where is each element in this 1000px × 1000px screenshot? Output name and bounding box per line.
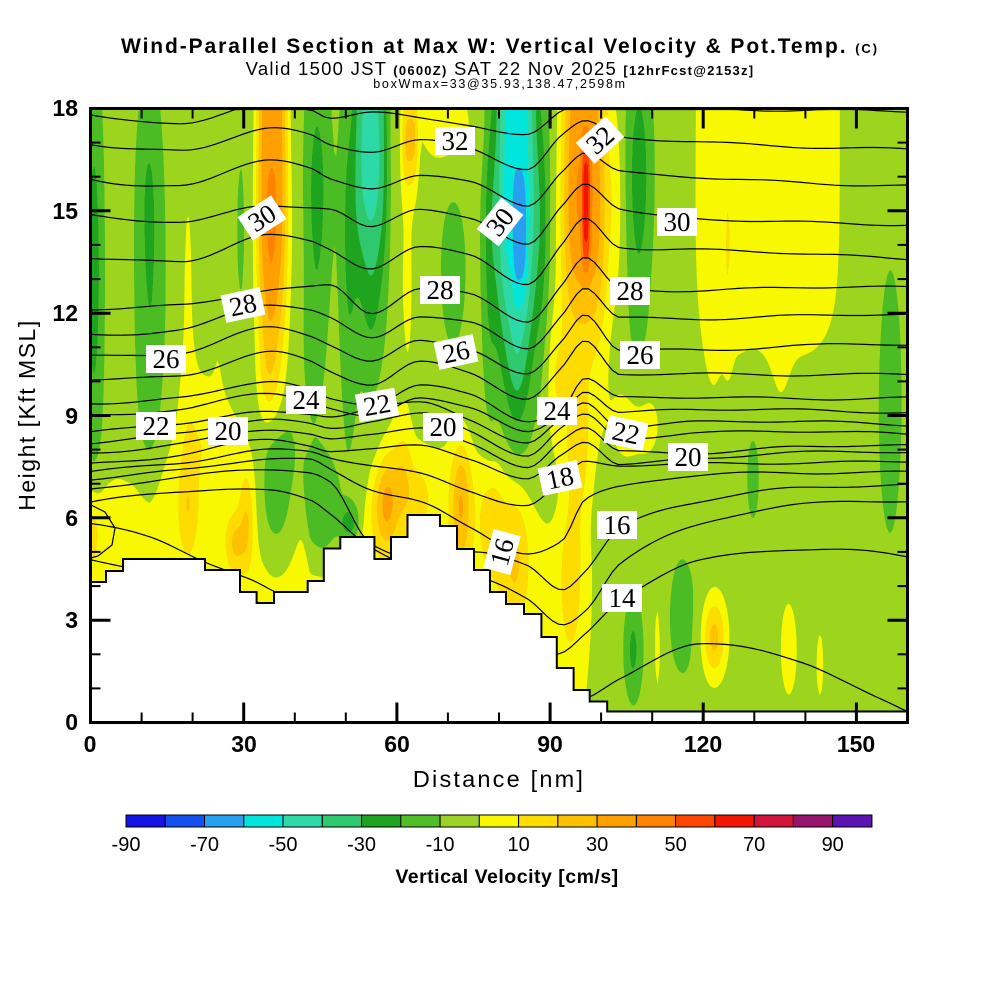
svg-text:6: 6 bbox=[65, 505, 78, 531]
svg-text:-90: -90 bbox=[112, 834, 141, 856]
svg-text:0: 0 bbox=[65, 709, 78, 735]
svg-text:24: 24 bbox=[293, 385, 321, 415]
svg-text:Height [Kft MSL]: Height [Kft MSL] bbox=[14, 319, 40, 510]
svg-text:26: 26 bbox=[153, 344, 180, 374]
svg-text:26: 26 bbox=[440, 335, 473, 370]
svg-text:14: 14 bbox=[609, 583, 637, 613]
svg-text:32: 32 bbox=[442, 126, 469, 156]
svg-text:30: 30 bbox=[231, 731, 257, 757]
svg-text:50: 50 bbox=[664, 834, 686, 856]
svg-text:3: 3 bbox=[65, 607, 78, 633]
svg-text:18: 18 bbox=[52, 95, 78, 121]
svg-text:Valid 1500 JST (0600Z) SAT 22: Valid 1500 JST (0600Z) SAT 22 Nov 2025 [… bbox=[246, 58, 755, 79]
svg-text:70: 70 bbox=[743, 834, 765, 856]
svg-text:90: 90 bbox=[822, 834, 844, 856]
svg-text:0: 0 bbox=[84, 731, 97, 757]
svg-text:26: 26 bbox=[627, 340, 654, 370]
svg-text:15: 15 bbox=[52, 198, 78, 224]
svg-text:10: 10 bbox=[507, 834, 529, 856]
svg-text:30: 30 bbox=[664, 207, 691, 237]
svg-text:-30: -30 bbox=[347, 834, 376, 856]
svg-text:Vertical Velocity [cm/s]: Vertical Velocity [cm/s] bbox=[395, 866, 618, 888]
svg-text:9: 9 bbox=[65, 403, 78, 429]
svg-text:20: 20 bbox=[430, 412, 457, 442]
svg-text:-70: -70 bbox=[190, 834, 219, 856]
svg-text:-50: -50 bbox=[269, 834, 298, 856]
svg-text:90: 90 bbox=[537, 731, 563, 757]
svg-text:-10: -10 bbox=[426, 834, 455, 856]
svg-text:boxWmax=33@35.93,138.47,2598m: boxWmax=33@35.93,138.47,2598m bbox=[373, 77, 626, 91]
svg-text:16: 16 bbox=[604, 510, 631, 540]
svg-text:12: 12 bbox=[52, 300, 78, 326]
svg-text:22: 22 bbox=[361, 388, 393, 422]
svg-text:28: 28 bbox=[427, 275, 454, 305]
svg-text:28: 28 bbox=[617, 276, 644, 306]
svg-text:20: 20 bbox=[215, 416, 242, 446]
svg-text:24: 24 bbox=[544, 396, 572, 426]
svg-text:150: 150 bbox=[837, 731, 875, 757]
svg-text:30: 30 bbox=[586, 834, 608, 856]
svg-text:22: 22 bbox=[143, 411, 170, 441]
svg-text:Wind-Parallel Section at Max W: Wind-Parallel Section at Max W: Vertical… bbox=[121, 35, 879, 58]
svg-text:28: 28 bbox=[227, 288, 260, 323]
svg-text:Distance [nm]: Distance [nm] bbox=[413, 766, 585, 792]
svg-text:120: 120 bbox=[684, 731, 722, 757]
svg-text:20: 20 bbox=[675, 442, 702, 472]
svg-text:22: 22 bbox=[610, 416, 643, 451]
svg-text:60: 60 bbox=[384, 731, 410, 757]
svg-text:18: 18 bbox=[544, 461, 577, 496]
